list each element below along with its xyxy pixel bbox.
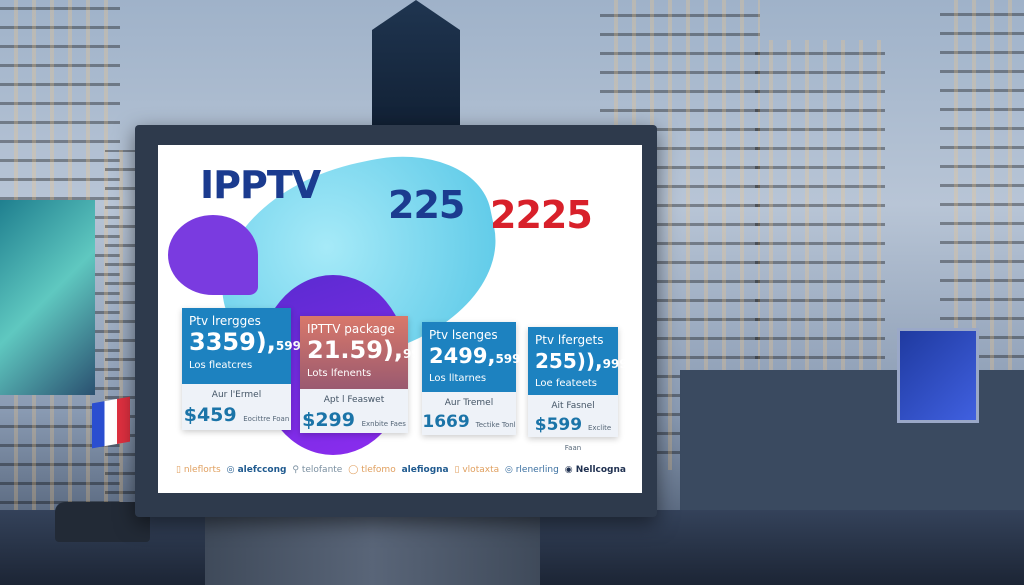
circle-icon: ◯ <box>348 465 359 475</box>
billboard-screen: IPPTV 225 2225 Ptv lrergges 3359),599 Lo… <box>158 145 642 493</box>
package-features: Loe feateets <box>535 378 598 389</box>
logo-text: alefiogna <box>401 465 449 475</box>
card-subtitle: Apt l Feaswet <box>323 394 385 405</box>
pricing-card: IPTTV package 21.59),999 Lots lfenents A… <box>300 316 428 433</box>
price-cents: 999 <box>602 357 628 371</box>
billboard-stand <box>205 515 540 585</box>
package-name: Ptv lsenges <box>429 328 498 342</box>
circle-c-icon: ◉ <box>564 465 573 475</box>
pricing-card: Ptv lsenges 2499,599 Los lltarnes Aur Tr… <box>422 322 521 435</box>
card-note: Exclite Faan <box>564 424 612 453</box>
price-cents: 599 <box>495 352 521 366</box>
logo-text: vlotaxta <box>462 465 500 475</box>
sponsor-logos: ▯ nleflorts ◎ alefccong ⚲ telofante ◯ tl… <box>176 465 626 475</box>
billboard-title: IPPTV <box>200 163 321 207</box>
pricing-card: Ptv lfergets 255)),999 Loe feateets Ait … <box>528 327 628 452</box>
sponsor-logo: ▯ vlotaxta <box>455 465 500 475</box>
logo-text: nleflorts <box>183 465 221 475</box>
package-name: Ptv lrergges <box>189 314 261 328</box>
pin-icon: ⚲ <box>292 465 299 475</box>
card-note: Exnbite Faes <box>361 419 406 428</box>
price-cents: 999 <box>403 347 429 361</box>
card-amount: $459 <box>183 403 237 426</box>
box-icon: ▯ <box>454 465 460 475</box>
package-features: Los fleatcres <box>189 360 253 371</box>
card-note: Eocittre Foan <box>243 414 290 423</box>
sponsor-logo: ◎ alefccong <box>227 465 287 475</box>
sponsor-logo: ◉ Nellcogna <box>565 465 626 475</box>
pricing-card: Ptv lrergges 3359),599 Los fleatcres Aur… <box>182 308 301 430</box>
sponsor-logo: alefiogna <box>402 465 449 475</box>
price-cents: 599 <box>275 339 301 353</box>
package-name: IPTTV package <box>307 322 395 336</box>
logo-text: rlenerling <box>515 465 559 475</box>
sponsor-logo: ▯ nleflorts <box>176 465 221 475</box>
year-red: 2225 <box>490 193 593 237</box>
sponsor-logo: ◎ rlenerling <box>505 465 559 475</box>
package-features: Los lltarnes <box>429 373 487 384</box>
decorative-blob <box>168 215 258 295</box>
package-price: 2499, <box>429 344 496 368</box>
card-amount: $599 <box>534 415 583 436</box>
package-price: 21.59), <box>307 336 403 364</box>
package-price: 255)), <box>535 349 603 373</box>
flag <box>92 396 130 449</box>
car <box>55 502 150 542</box>
circle-c-icon: ◎ <box>226 465 235 475</box>
circle-icon: ◎ <box>505 465 513 475</box>
right-sign <box>897 328 979 423</box>
sponsor-logo: ◯ tlefomo <box>348 465 395 475</box>
card-subtitle: Aur l'Ermel <box>211 389 262 400</box>
box-icon: ▯ <box>176 465 181 475</box>
year-blue: 225 <box>388 183 465 227</box>
sponsor-logo: ⚲ telofante <box>292 465 342 475</box>
card-amount: $299 <box>302 408 355 431</box>
card-amount: 1669 <box>422 412 470 433</box>
card-note: Tectike Tonl <box>475 421 516 430</box>
package-name: Ptv lfergets <box>535 333 604 347</box>
logo-text: tlefomo <box>361 465 396 475</box>
package-price: 3359), <box>189 328 276 356</box>
logo-text: telofante <box>301 465 343 475</box>
logo-text: alefccong <box>237 465 287 475</box>
logo-text: Nellcogna <box>575 465 626 475</box>
package-features: Lots lfenents <box>307 368 372 379</box>
left-video-screen <box>0 200 95 395</box>
card-subtitle: Aur Tremel <box>444 398 494 409</box>
card-subtitle: Ait Fasnel <box>551 401 595 412</box>
